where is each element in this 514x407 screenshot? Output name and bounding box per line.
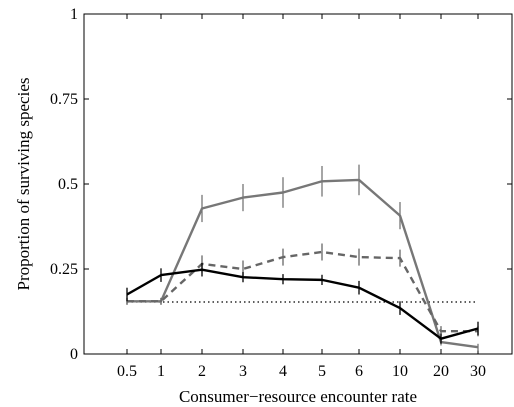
series-solid [126,262,479,344]
x-tick-label: 2 [198,363,206,380]
x-tick-label: 6 [355,363,363,380]
y-tick-label: 1 [70,6,78,23]
x-tick-label: 10 [392,363,408,380]
y-tick-label: 0.75 [50,91,78,108]
x-tick-label: 30 [470,363,486,380]
series-layer [126,164,479,351]
x-tick-label: 0.5 [117,363,137,380]
x-tick-label: 1 [157,363,165,380]
tick-labels: 0.5 1 2 3 4 5 6 10 20 30 0 0.25 0.5 0.75 1 [50,6,486,380]
plot-area [83,13,513,355]
y-axis-label: Proportion of surviving species [14,78,33,291]
y-tick-label: 0.5 [58,176,78,193]
series-line [127,178,479,349]
x-tick-label: 3 [239,363,247,380]
series-line [127,250,478,333]
x-tick-label: 20 [433,363,449,380]
series-line [126,268,479,340]
x-tick-label: 5 [318,363,326,380]
x-axis-label: Consumer−resource encounter rate [179,387,417,406]
axis-ticks [84,13,512,355]
x-tick-label: 4 [279,363,287,380]
y-tick-label: 0.25 [50,261,78,278]
y-tick-label: 0 [70,346,78,363]
